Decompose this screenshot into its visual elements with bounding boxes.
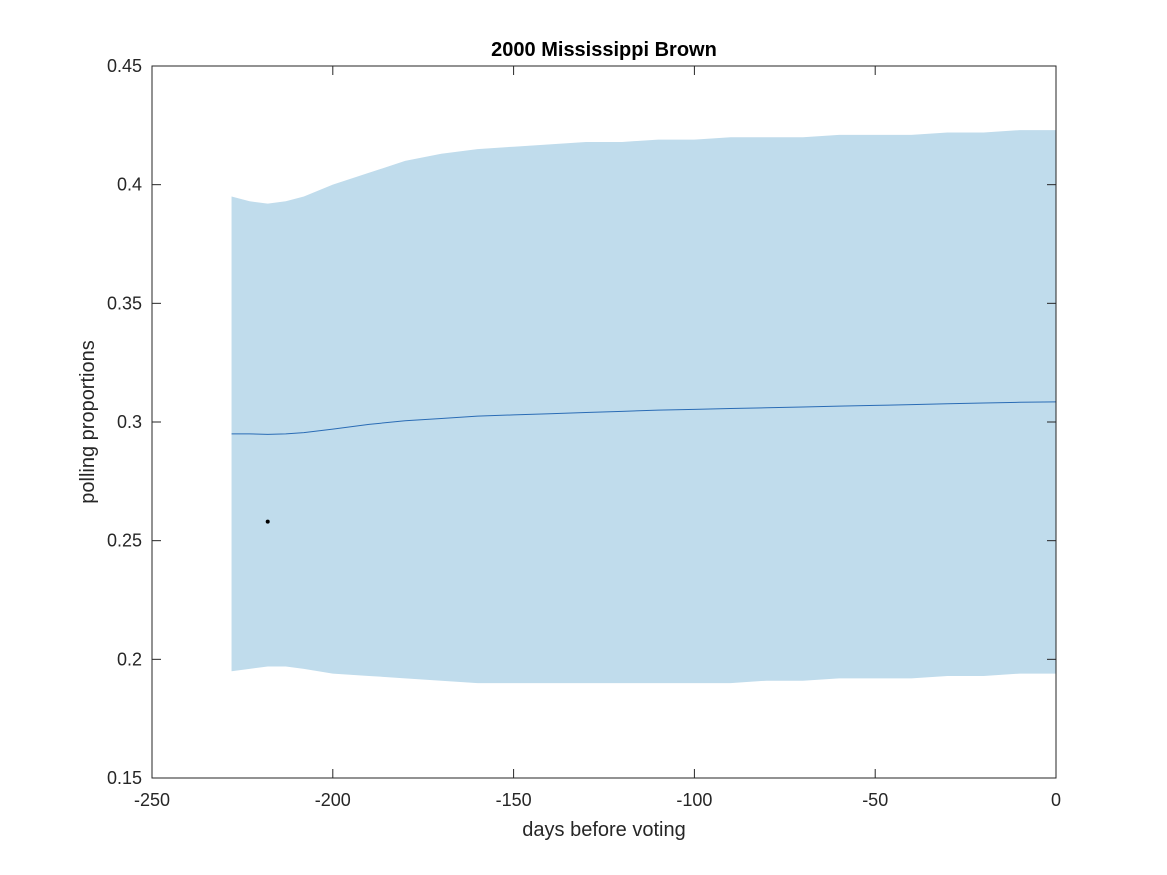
x-tick-label: -100	[676, 790, 712, 810]
y-tick-label: 0.4	[117, 175, 142, 195]
y-axis-label: polling proportions	[77, 340, 99, 503]
mean-series-line	[231, 401, 1057, 435]
poll-points	[265, 519, 270, 524]
y-tick-label: 0.35	[107, 293, 142, 313]
chart-title: 2000 Mississippi Brown	[491, 39, 717, 61]
y-tick-label: 0.3	[117, 412, 142, 432]
x-tick-label: -50	[862, 790, 888, 810]
y-tick-label: 0.15	[107, 768, 142, 788]
y-tick-label: 0.25	[107, 531, 142, 551]
x-axis-label: days before voting	[522, 819, 685, 841]
y-tick-labels: 0.15 0.2 0.25 0.3 0.35 0.4 0.45	[107, 56, 142, 788]
y-tick-label: 0.2	[117, 649, 142, 669]
x-tick-label: 0	[1051, 790, 1061, 810]
x-tick-label: -200	[315, 790, 351, 810]
x-tick-label: -250	[134, 790, 170, 810]
x-tick-labels: -250 -200 -150 -100 -50 0	[134, 790, 1061, 810]
axis-ticks	[151, 65, 1057, 779]
x-tick-label: -150	[496, 790, 532, 810]
y-tick-label: 0.45	[107, 56, 142, 76]
confidence-band	[231, 130, 1057, 684]
poll-point	[265, 519, 270, 524]
